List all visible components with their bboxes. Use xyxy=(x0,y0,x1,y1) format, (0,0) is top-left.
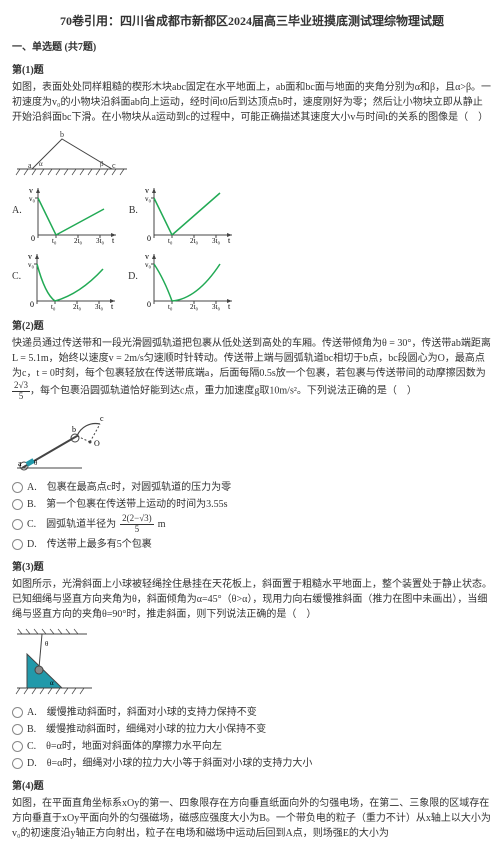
q2-figure: O a b c θ xyxy=(12,406,122,476)
svg-text:t₀: t₀ xyxy=(168,303,173,311)
svg-text:2t₀: 2t₀ xyxy=(190,303,198,311)
svg-text:t: t xyxy=(112,236,115,245)
q1-label-b: B. xyxy=(129,183,138,218)
svg-text:v: v xyxy=(29,186,33,195)
radio-icon xyxy=(12,758,23,769)
section-header: 一、单选题 (共7题) xyxy=(12,40,492,55)
radio-icon xyxy=(12,724,23,735)
svg-text:b: b xyxy=(60,130,64,139)
q3-figure: θ α xyxy=(12,626,102,701)
q2-g: 10m/s² xyxy=(269,386,296,397)
q2-optA[interactable]: A. 包裹在最高点c时，对圆弧轨道的压力为零 xyxy=(12,480,492,495)
q1-figure: a b c α β xyxy=(12,129,132,179)
q1-choices-row1: A. v t 0 v₀ t₀ 2t₀ 3t₀ B. v t 0 v₀ t₀ 2t₀ 3t₀ xyxy=(12,183,492,245)
svg-text:t₀: t₀ xyxy=(52,237,57,245)
q1-text: 如图，表面处处同样粗糙的楔形木块abc固定在水平地面上，ab面和bc面与地面的夹… xyxy=(12,80,492,125)
q2-text: 快递员通过传送带和一段光滑圆弧轨道把包裹从低处送到高处的车厢。传送带倾角为θ =… xyxy=(12,336,492,402)
svg-text:v₀: v₀ xyxy=(29,195,36,203)
q1-choices-row2: C. v t 0 v₀ t₀ 2t₀ 3t₀ D. v t 0 v₀ t₀ 2t₀ 3t₀ xyxy=(12,249,492,311)
svg-text:a: a xyxy=(28,161,32,170)
radio-icon xyxy=(12,519,23,530)
radio-icon xyxy=(12,741,23,752)
svg-text:3t₀: 3t₀ xyxy=(95,303,103,311)
svg-text:a: a xyxy=(18,459,22,468)
svg-text:0: 0 xyxy=(31,234,35,243)
q2-head: 第(2)题 xyxy=(12,319,492,334)
svg-text:β: β xyxy=(100,160,104,168)
q3-optB[interactable]: B. 缓慢推动斜面时，细绳对小球的拉力大小保持不变 xyxy=(12,722,492,737)
svg-text:v₀: v₀ xyxy=(28,261,35,269)
q2-v: v = 2m/s xyxy=(109,353,144,364)
radio-icon xyxy=(12,482,23,493)
q1-label-a: A. xyxy=(12,183,22,218)
q3-optC[interactable]: C. θ=α时，地面对斜面体的摩擦力水平向左 xyxy=(12,739,492,754)
q3-optA[interactable]: A. 缓慢推动斜面时，斜面对小球的支持力保持不变 xyxy=(12,705,492,720)
svg-text:2t₀: 2t₀ xyxy=(190,237,198,245)
q1-graph-b: v t 0 v₀ t₀ 2t₀ 3t₀ xyxy=(142,183,237,245)
svg-text:θ: θ xyxy=(45,640,49,648)
svg-text:0: 0 xyxy=(147,300,151,309)
q4-text: 如图，在平面直角坐标系xOy的第一、四象限存在方向垂直纸面向外的匀强电场，在第二… xyxy=(12,796,492,841)
q1-graph-c: v t 0 v₀ t₀ 2t₀ 3t₀ xyxy=(25,249,120,311)
svg-text:3t₀: 3t₀ xyxy=(212,303,220,311)
q3-head: 第(3)题 xyxy=(12,560,492,575)
svg-text:3t₀: 3t₀ xyxy=(96,237,104,245)
radio-icon xyxy=(12,499,23,510)
q2-t0: t = 0 xyxy=(36,368,54,379)
q1-label-c: C. xyxy=(12,249,21,284)
svg-text:b: b xyxy=(72,425,76,434)
q2-theta: θ = 30° xyxy=(382,338,411,349)
svg-text:0: 0 xyxy=(30,300,34,309)
svg-text:v: v xyxy=(145,252,149,261)
q2-mu: 2√35 xyxy=(12,381,30,402)
svg-text:t₀: t₀ xyxy=(168,237,173,245)
svg-text:2t₀: 2t₀ xyxy=(73,303,81,311)
q4-head: 第(4)题 xyxy=(12,779,492,794)
svg-text:α: α xyxy=(39,160,43,168)
svg-text:3t₀: 3t₀ xyxy=(212,237,220,245)
svg-text:0: 0 xyxy=(147,234,151,243)
radio-icon xyxy=(12,707,23,718)
q3-optD[interactable]: D. θ=α时，细绳对小球的拉力大小等于斜面对小球的支持力大小 xyxy=(12,756,492,771)
svg-text:O: O xyxy=(94,439,100,448)
svg-text:c: c xyxy=(100,414,104,423)
q2-optC[interactable]: C. 圆弧轨道半径为2(2−√3)5 m xyxy=(12,514,492,535)
svg-text:α: α xyxy=(50,679,54,687)
svg-text:t: t xyxy=(228,302,231,311)
svg-text:c: c xyxy=(112,161,116,170)
svg-text:t₀: t₀ xyxy=(51,303,56,311)
q2-L: L = 5.1m xyxy=(12,353,49,364)
svg-text:v₀: v₀ xyxy=(145,195,152,203)
q2-optD[interactable]: D. 传送带上最多有5个包裹 xyxy=(12,537,492,552)
radio-icon xyxy=(12,539,23,550)
svg-text:t: t xyxy=(228,236,231,245)
q1-head: 第(1)题 xyxy=(12,63,492,78)
q2-optB[interactable]: B. 第一个包裹在传送带上运动的时间为3.55s xyxy=(12,497,492,512)
q1-graph-d: v t 0 v₀ t₀ 2t₀ 3t₀ xyxy=(142,249,237,311)
page-title: 70卷引用：四川省成都市新都区2024届高三毕业班摸底测试理综物理试题 xyxy=(12,12,492,30)
svg-text:v: v xyxy=(28,252,32,261)
q1-graph-a: v t 0 v₀ t₀ 2t₀ 3t₀ xyxy=(26,183,121,245)
q2-O: O xyxy=(438,353,445,364)
svg-text:θ: θ xyxy=(34,459,38,467)
q3-text: 如图所示，光滑斜面上小球被轻绳拴住悬挂在天花板上，斜面置于粗糙水平地面上，整个装… xyxy=(12,577,492,622)
q1-label-d: D. xyxy=(128,249,138,284)
svg-text:v: v xyxy=(145,186,149,195)
svg-text:v₀: v₀ xyxy=(145,261,152,269)
svg-text:t: t xyxy=(111,302,114,311)
svg-text:2t₀: 2t₀ xyxy=(74,237,82,245)
